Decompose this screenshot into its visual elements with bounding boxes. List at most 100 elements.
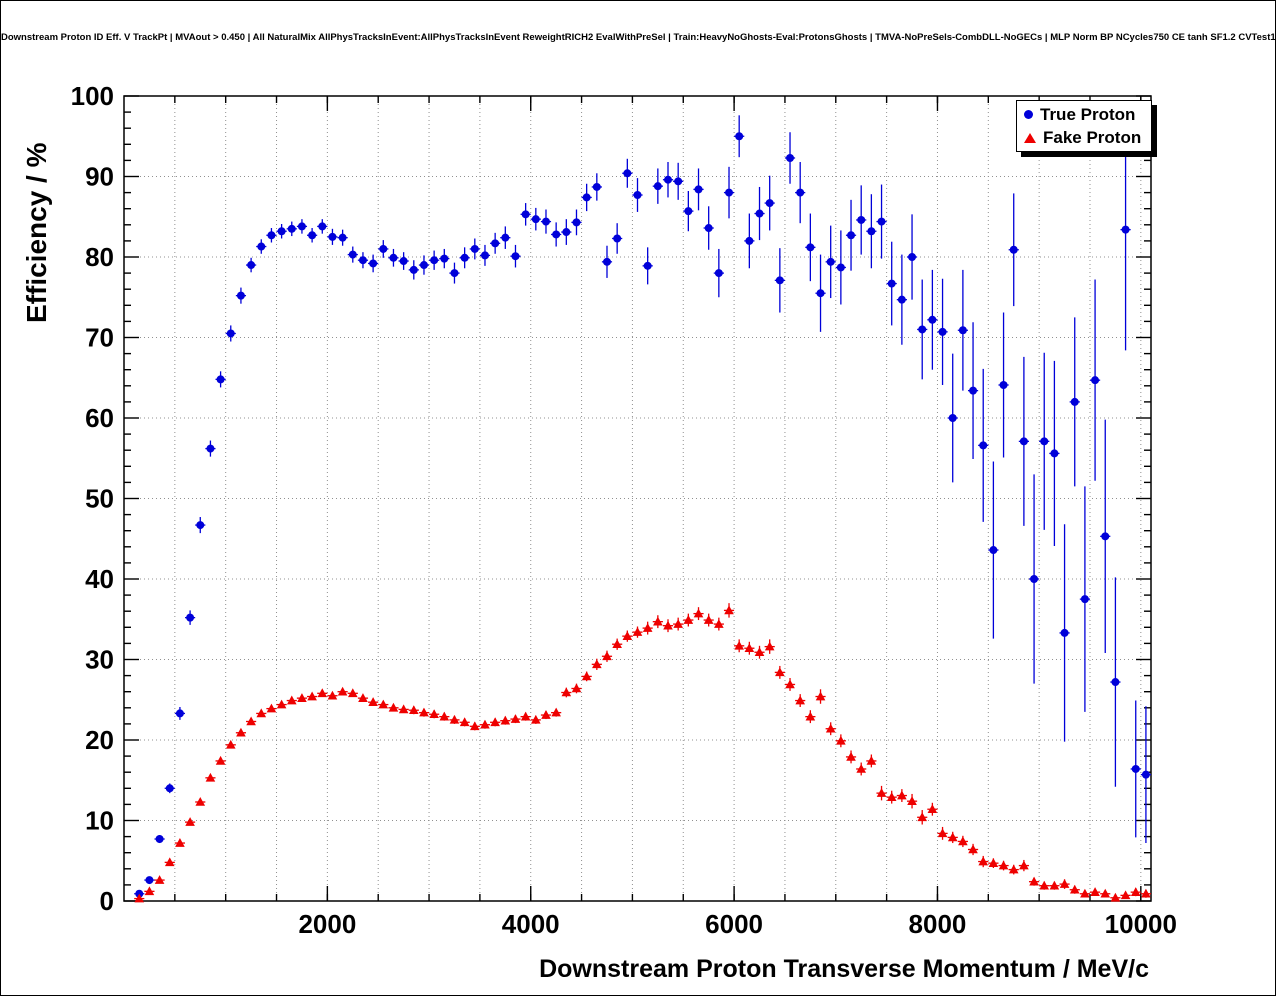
data-point-marker xyxy=(491,239,500,248)
data-point-marker xyxy=(734,640,744,650)
data-point-marker xyxy=(1060,628,1069,637)
data-point-marker xyxy=(256,708,267,718)
data-point-marker xyxy=(684,207,693,216)
data-point-marker xyxy=(439,711,450,721)
grid xyxy=(124,96,1151,901)
data-point-marker xyxy=(653,616,663,626)
data-point-marker xyxy=(459,717,470,727)
data-point-marker xyxy=(846,751,856,761)
data-point-marker xyxy=(806,243,815,252)
data-point-marker xyxy=(419,261,428,270)
data-point-marker xyxy=(1100,888,1111,898)
data-point-marker xyxy=(1049,880,1060,890)
data-point-marker xyxy=(1050,449,1059,458)
data-point-marker xyxy=(552,230,561,239)
data-point-marker xyxy=(1091,376,1100,385)
x-tick-label: 4000 xyxy=(502,909,560,939)
data-point-marker xyxy=(571,683,582,693)
y-tick-label: 40 xyxy=(85,564,114,594)
data-point-marker xyxy=(1080,888,1090,898)
data-point-marker xyxy=(735,132,744,141)
data-point-marker xyxy=(155,835,164,844)
data-point-marker xyxy=(978,856,989,866)
data-point-marker xyxy=(815,691,826,701)
data-point-marker xyxy=(1019,860,1029,870)
data-point-marker xyxy=(1030,575,1039,583)
data-point-marker xyxy=(724,605,734,615)
data-point-marker xyxy=(337,686,348,696)
data-point-marker xyxy=(867,227,876,236)
data-point-marker xyxy=(958,326,967,335)
data-point-marker xyxy=(938,327,947,336)
data-point-marker xyxy=(582,193,591,202)
data-point-marker xyxy=(918,325,927,334)
data-point-marker xyxy=(460,253,469,262)
data-point-marker xyxy=(602,651,612,661)
data-point-marker xyxy=(825,723,836,733)
y-tick-label: 10 xyxy=(85,806,114,836)
data-point-marker xyxy=(1070,397,1079,406)
data-point-marker xyxy=(643,261,652,270)
series-true-proton xyxy=(134,108,1151,898)
data-point-marker xyxy=(379,244,388,253)
legend-marker-1 xyxy=(1024,132,1036,143)
data-point-marker xyxy=(419,707,429,717)
data-point-marker xyxy=(297,693,307,702)
legend: True Proton Fake Proton xyxy=(1016,100,1152,152)
data-point-marker xyxy=(286,695,297,705)
y-tick-label: 100 xyxy=(71,81,114,111)
data-point-marker xyxy=(805,711,816,721)
data-point-marker xyxy=(164,857,175,867)
x-axis-title: Downstream Proton Transverse Momentum / … xyxy=(539,955,1149,983)
data-point-marker xyxy=(470,244,479,253)
data-point-marker xyxy=(755,209,764,218)
legend-marker-0 xyxy=(1024,110,1033,119)
axis-ticks xyxy=(124,95,1151,902)
data-point-marker xyxy=(531,215,540,224)
data-point-marker xyxy=(613,234,622,243)
data-point-marker xyxy=(541,217,550,226)
data-point-marker xyxy=(480,719,490,729)
x-tick-label: 2000 xyxy=(298,909,356,939)
data-point-marker xyxy=(1141,888,1151,898)
data-point-marker xyxy=(642,623,653,632)
data-point-marker xyxy=(947,832,958,842)
data-point-marker xyxy=(490,717,500,727)
data-point-marker xyxy=(917,812,928,822)
tick-labels: 2000 4000 6000 8000 10000 0 10 20 30 40 50 60 70 80 90… xyxy=(71,81,1177,939)
data-point-marker xyxy=(236,727,246,737)
data-point-marker xyxy=(358,256,367,265)
data-point-marker xyxy=(347,688,358,698)
data-point-marker xyxy=(521,210,530,219)
data-point-marker xyxy=(440,254,449,263)
data-point-marker xyxy=(633,191,642,200)
data-point-marker xyxy=(266,703,277,713)
data-point-marker xyxy=(257,242,266,251)
x-tick-label: 6000 xyxy=(705,909,763,939)
data-point-marker xyxy=(694,185,703,194)
data-point-marker xyxy=(1141,770,1150,779)
data-point-marker xyxy=(144,886,155,896)
data-point-marker xyxy=(816,289,825,298)
data-point-marker xyxy=(165,784,174,793)
y-tick-label: 90 xyxy=(85,162,114,192)
y-tick-label: 50 xyxy=(85,484,114,514)
data-point-marker xyxy=(765,199,774,208)
data-point-marker xyxy=(623,169,632,178)
data-point-marker xyxy=(683,615,694,624)
data-point-marker xyxy=(1080,595,1089,604)
data-point-marker xyxy=(531,714,541,724)
data-point-marker xyxy=(979,441,988,450)
data-point-marker xyxy=(236,291,245,300)
data-point-marker xyxy=(999,380,1008,389)
data-point-marker xyxy=(348,250,357,259)
data-point-marker xyxy=(287,224,296,233)
data-point-marker xyxy=(1110,892,1121,902)
data-point-marker xyxy=(653,182,662,191)
data-point-marker xyxy=(327,690,338,700)
data-point-marker xyxy=(674,177,683,186)
y-tick-label: 30 xyxy=(85,645,114,675)
data-point-marker xyxy=(551,707,561,717)
data-point-marker xyxy=(1059,879,1070,888)
data-point-marker xyxy=(887,279,896,288)
